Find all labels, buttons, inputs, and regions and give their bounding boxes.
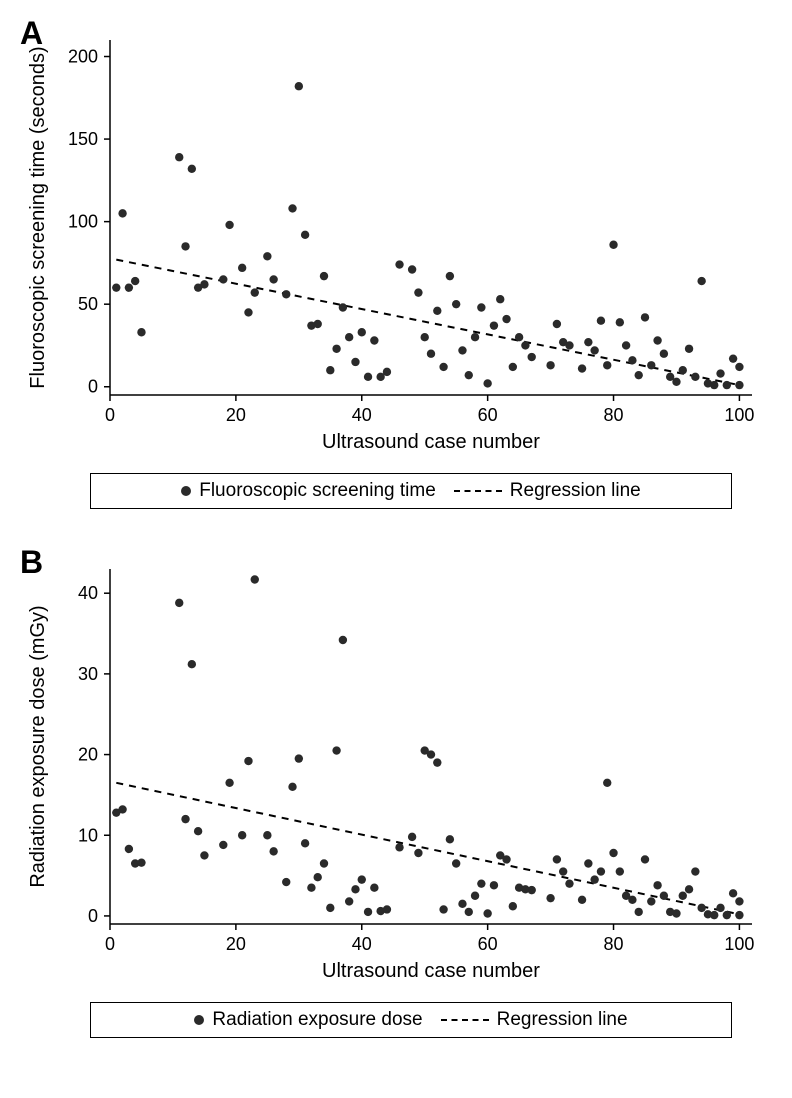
- svg-text:20: 20: [226, 934, 246, 954]
- svg-text:60: 60: [478, 934, 498, 954]
- legend-a-series: Fluoroscopic screening time: [181, 480, 436, 502]
- svg-text:100: 100: [724, 405, 754, 425]
- svg-text:80: 80: [604, 934, 624, 954]
- legend-a-line: Regression line: [454, 480, 641, 502]
- svg-text:150: 150: [68, 129, 98, 149]
- legend-b-series-label: Radiation exposure dose: [212, 1009, 422, 1031]
- legend-b-series: Radiation exposure dose: [194, 1009, 422, 1031]
- legend-a-series-label: Fluoroscopic screening time: [199, 480, 436, 502]
- svg-text:0: 0: [88, 377, 98, 397]
- legend-a-line-label: Regression line: [510, 480, 641, 502]
- svg-text:Ultrasound case number: Ultrasound case number: [322, 960, 540, 982]
- dot-icon: [194, 1015, 204, 1025]
- panel-a-label: A: [20, 15, 43, 52]
- svg-text:100: 100: [68, 212, 98, 232]
- panel-b-label: B: [20, 544, 43, 581]
- svg-text:60: 60: [478, 405, 498, 425]
- svg-text:0: 0: [105, 934, 115, 954]
- legend-b-line: Regression line: [441, 1009, 628, 1031]
- svg-text:Ultrasound case number: Ultrasound case number: [322, 431, 540, 453]
- svg-text:20: 20: [78, 745, 98, 765]
- svg-text:40: 40: [352, 934, 372, 954]
- svg-text:50: 50: [78, 294, 98, 314]
- svg-text:Fluoroscopic screening time (s: Fluoroscopic screening time (seconds): [27, 46, 49, 388]
- panel-b-chart: 0 20 40 60 80 100 0 10 20 30 40 Ultrasound case num…: [20, 549, 772, 989]
- svg-text:0: 0: [88, 906, 98, 926]
- svg-text:20: 20: [226, 405, 246, 425]
- dot-icon: [181, 486, 191, 496]
- panel-a-chart: 0 20 40 60 80 100 0 50 100 150 200 Ultrasound case …: [20, 20, 772, 460]
- svg-text:30: 30: [78, 664, 98, 684]
- panel-b: B 020406080100010203040Ultrasound case n…: [20, 549, 772, 1038]
- legend-b-line-label: Regression line: [497, 1009, 628, 1031]
- panel-a: A 020406080100050100150200Ultrasound cas…: [20, 20, 772, 509]
- figure-container: A 020406080100050100150200Ultrasound cas…: [20, 20, 772, 1038]
- svg-text:80: 80: [604, 405, 624, 425]
- svg-text:200: 200: [68, 47, 98, 67]
- svg-text:0: 0: [105, 405, 115, 425]
- panel-b-legend: Radiation exposure dose Regression line: [90, 1002, 732, 1038]
- svg-text:40: 40: [352, 405, 372, 425]
- svg-text:Radiation exposure dose (mGy): Radiation exposure dose (mGy): [27, 605, 49, 887]
- panel-a-legend: Fluoroscopic screening time Regression l…: [90, 473, 732, 509]
- dash-icon: [441, 1019, 489, 1021]
- dash-icon: [454, 490, 502, 492]
- svg-text:10: 10: [78, 825, 98, 845]
- svg-text:100: 100: [724, 934, 754, 954]
- svg-text:40: 40: [78, 583, 98, 603]
